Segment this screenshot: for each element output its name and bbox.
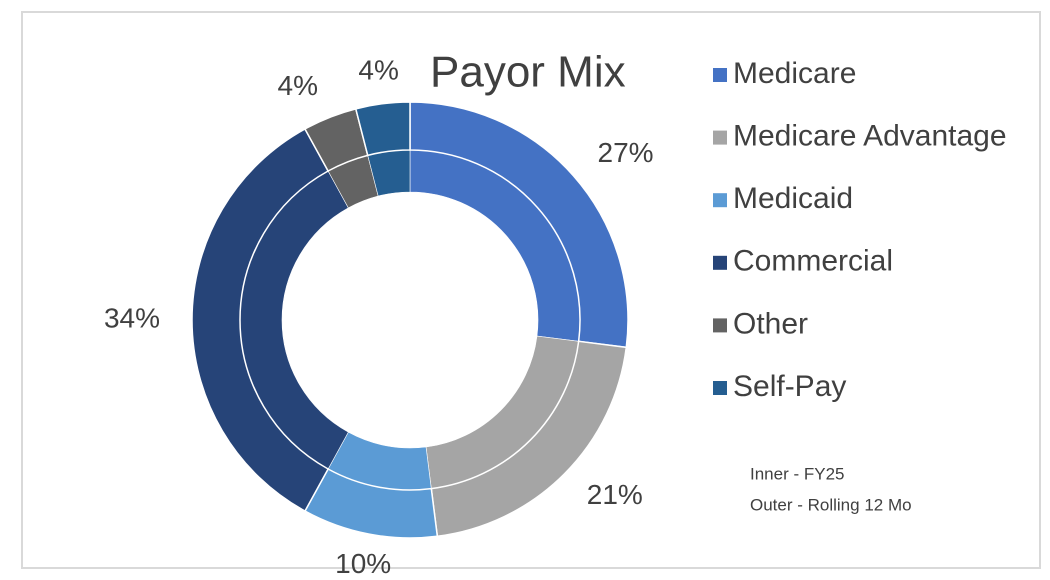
legend-label: Medicare Advantage (733, 120, 1007, 153)
legend-swatch (713, 381, 727, 395)
data-label: 34% (104, 302, 160, 333)
data-label: 27% (598, 137, 654, 168)
data-label: 10% (335, 548, 391, 579)
legend-swatch (713, 130, 727, 145)
donut-segment (354, 101, 411, 157)
annotation: Inner - FY25 (750, 464, 845, 483)
legend-swatch (713, 68, 727, 82)
legend-swatch (713, 318, 727, 333)
legend-label: Medicare (733, 57, 856, 90)
data-label: 4% (358, 54, 398, 85)
legend-label: Medicaid (733, 182, 853, 215)
chart-title: Payor Mix (430, 48, 626, 97)
legend-swatch (713, 255, 727, 270)
legend-label: Commercial (733, 245, 893, 278)
legend-label: Other (733, 307, 808, 340)
data-label: 21% (587, 479, 643, 510)
annotation: Outer - Rolling 12 Mo (750, 495, 912, 514)
legend-swatch (713, 193, 727, 208)
data-label: 4% (278, 70, 318, 101)
legend-label: Self-Pay (733, 370, 846, 403)
